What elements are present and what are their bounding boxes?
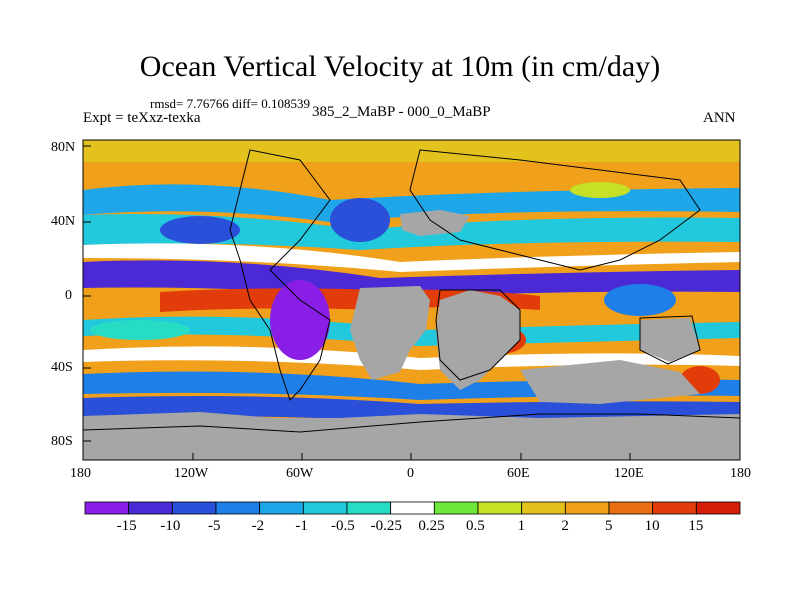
lat-label: 80N: [51, 140, 76, 155]
colorbar: [84, 501, 741, 515]
lon-label: 60W: [286, 466, 314, 481]
colorbar-swatch: [259, 501, 304, 515]
colorbar-label: 5: [605, 518, 613, 534]
colorbar-label: 2: [561, 518, 569, 534]
colorbar-swatch: [521, 501, 566, 515]
coastline-africa: [435, 289, 521, 381]
colorbar-swatch: [652, 501, 697, 515]
coastline-americas: [229, 149, 331, 401]
band-white-north: [83, 243, 740, 272]
land-continent-b: [436, 290, 520, 390]
lon-label: 120W: [174, 466, 209, 481]
colorbar-swatch: [390, 501, 435, 515]
colorbar-swatch: [84, 501, 130, 515]
colorbar-label: 15: [688, 518, 704, 534]
land-continent-c: [520, 360, 700, 404]
colorbar-swatch: [608, 501, 654, 515]
lon-label: 120E: [614, 466, 644, 481]
colorbar-label: -1: [295, 518, 308, 534]
map-ticks: [83, 145, 631, 460]
patch-blue-west-pacific: [604, 284, 676, 316]
colorbar-label: -0.5: [331, 518, 355, 534]
land-continent-d: [640, 318, 700, 362]
colorbar-label: -0.25: [370, 518, 402, 534]
colorbar-label: 1: [517, 518, 526, 534]
band-arctic: [83, 140, 740, 162]
colorbar-swatch: [171, 501, 217, 515]
coastline-antarctica: [83, 413, 740, 433]
coastline-eurasia: [409, 149, 701, 271]
colorbar-label: -15: [116, 518, 137, 534]
map-field: [83, 140, 740, 460]
lat-label: 0: [65, 288, 72, 303]
stats-label: rmsd= 7.76766 diff= 0.108539: [150, 96, 310, 111]
colorbar-swatch: [695, 501, 741, 515]
lat-label: 40N: [51, 214, 76, 229]
map-title: Ocean Vertical Velocity at 10m (in cm/da…: [139, 50, 661, 83]
patch-teal-pacific: [90, 320, 190, 340]
colorbar-swatch: [477, 501, 523, 515]
colorbar-label: 10: [644, 518, 660, 534]
experiment-name-label: 385_2_MaBP - 000_0_MaBP: [312, 104, 491, 120]
colorbar-swatch: [346, 501, 392, 515]
patch-blue-atlantic: [330, 198, 390, 242]
colorbar-label: -2: [251, 518, 265, 534]
lon-label: 180: [70, 466, 91, 481]
colorbar-label: 0.5: [466, 518, 485, 534]
colorbar-label: -5: [208, 518, 221, 534]
patch-blue-pacific: [160, 216, 240, 244]
experiment-label: Expt = teXxz-texka: [83, 110, 201, 126]
colorbar-swatch: [564, 501, 610, 515]
lat-label: 40S: [51, 360, 73, 375]
colorbar-label: -10: [160, 518, 181, 534]
patch-green-north: [570, 182, 630, 198]
lat-label: 80S: [51, 434, 73, 449]
land-continent-a: [350, 286, 430, 380]
colorbar-swatch: [128, 501, 173, 515]
lon-label: 180: [730, 466, 751, 481]
colorbar-swatch: [302, 501, 348, 515]
land-antarctica-edge: [83, 412, 740, 424]
band-south-white: [83, 346, 740, 370]
coastline-australia: [639, 315, 701, 365]
lon-label: 60E: [507, 466, 530, 481]
colorbar-swatch: [433, 501, 479, 515]
season-label: ANN: [703, 110, 736, 126]
patch-purple-east-pacific: [270, 280, 330, 360]
lon-label: 0: [407, 466, 414, 481]
colorbar-swatch: [215, 501, 261, 515]
colorbar-label: 0.25: [418, 518, 445, 534]
